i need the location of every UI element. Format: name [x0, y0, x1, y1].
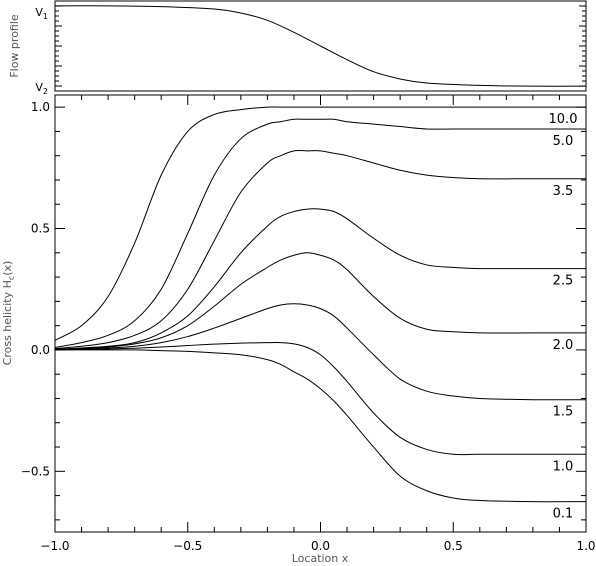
curve-1.5	[54, 303, 587, 401]
curve-label-10.0: 10.0	[549, 112, 578, 127]
y-tick-label: −0.5	[21, 464, 50, 478]
y-axis-title: Cross helicity Hc(x)	[1, 261, 16, 366]
flow-profile-v2-label: V2	[35, 81, 48, 96]
curve-1.0	[54, 342, 586, 456]
x-tick-label: −0.5	[173, 539, 202, 553]
cross-helicity-curves	[54, 106, 587, 503]
cross-helicity-frame	[54, 94, 587, 533]
curve-label-0.1: 0.1	[553, 507, 574, 522]
flow-profile-panel: V1 V2 Flow profile	[8, 0, 587, 96]
curve-label-1.5: 1.5	[553, 405, 574, 420]
x-tick-label: 0.5	[444, 539, 463, 553]
y-tick-label: 0.5	[31, 222, 50, 236]
curve-label-5.0: 5.0	[553, 134, 574, 149]
x-tick-label: 1.0	[576, 539, 595, 553]
flow-profile-axis-title: Flow profile	[8, 14, 21, 78]
curve-10.0	[54, 106, 586, 341]
x-axis-title: Location x	[292, 552, 349, 565]
flow-profile-v1-label: V1	[35, 6, 48, 21]
flow-profile-curve	[54, 5, 587, 87]
cross-helicity-panel: −1.0 −0.5 0.0 0.5 1.0 −0.5 0.0 0.5 1.0 10.0 5.0 3…	[1, 94, 596, 565]
curve-2.0	[54, 252, 586, 350]
x-tick-labels: −1.0 −0.5 0.0 0.5 1.0	[40, 539, 595, 553]
y-tick-labels: −0.5 0.0 0.5 1.0	[21, 100, 50, 478]
curve-label-2.0: 2.0	[553, 338, 574, 353]
x-tick-label: 0.0	[311, 539, 330, 553]
curve-5.0	[54, 118, 586, 348]
curve-label-3.5: 3.5	[553, 184, 574, 199]
y-tick-label: 1.0	[31, 100, 50, 114]
curve-0.1	[55, 349, 587, 503]
x-tick-label: −1.0	[40, 539, 69, 553]
curve-label-1.0: 1.0	[553, 459, 574, 474]
curve-labels: 10.0 5.0 3.5 2.5 2.0 1.5 1.0 0.1	[549, 112, 578, 522]
curve-label-2.5: 2.5	[553, 274, 574, 289]
cross-helicity-ticks	[54, 95, 587, 532]
y-tick-label: 0.0	[31, 343, 50, 357]
curve-3.5	[54, 149, 586, 350]
flow-profile-ticks	[55, 5, 586, 87]
curve-2.5	[54, 208, 586, 350]
